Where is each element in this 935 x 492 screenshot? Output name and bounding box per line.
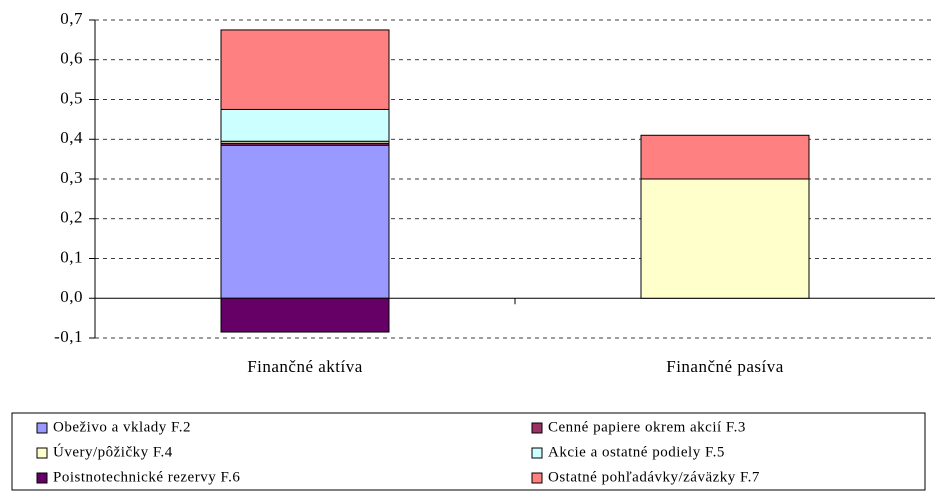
y-tick-label: -0,1 [54,327,83,346]
y-tick-label: 0,6 [60,49,83,68]
y-tick-label: 0,4 [60,128,83,147]
y-tick-label: 0,7 [60,9,83,28]
legend-label: Akcie a ostatné podiely F.5 [548,444,725,460]
legend-label: Úvery/pôžičky F.4 [53,443,173,460]
y-tick-label: 0,1 [60,247,83,266]
legend-label: Poistnotechnické rezervy F.6 [53,469,240,485]
legend-label: Cenné papiere okrem akcií F.3 [548,419,746,435]
bar-segment [640,178,810,299]
bar-segment [220,108,390,142]
legend-swatch [531,472,543,484]
legend-label: Obeživo a vklady F.2 [53,419,191,435]
y-tick-label: 0,0 [60,287,83,306]
x-tick-label: Finančné pasíva [666,357,784,376]
y-tick-label: 0,2 [60,208,83,227]
bar-segment [220,297,390,333]
bar-segment [220,144,390,299]
y-tick-label: 0,5 [60,88,83,107]
legend-swatch [531,422,543,434]
x-tick-label: Finančné aktíva [247,357,363,376]
legend-swatch [36,472,48,484]
legend-swatch [36,422,48,434]
bar-segment [640,134,810,180]
legend-swatch [36,447,48,459]
legend-label: Ostatné pohľadávky/záväzky F.7 [548,469,760,485]
bar-segment [220,29,390,110]
legend-swatch [531,447,543,459]
legend-box [11,412,926,491]
y-tick-label: 0,3 [60,168,83,187]
